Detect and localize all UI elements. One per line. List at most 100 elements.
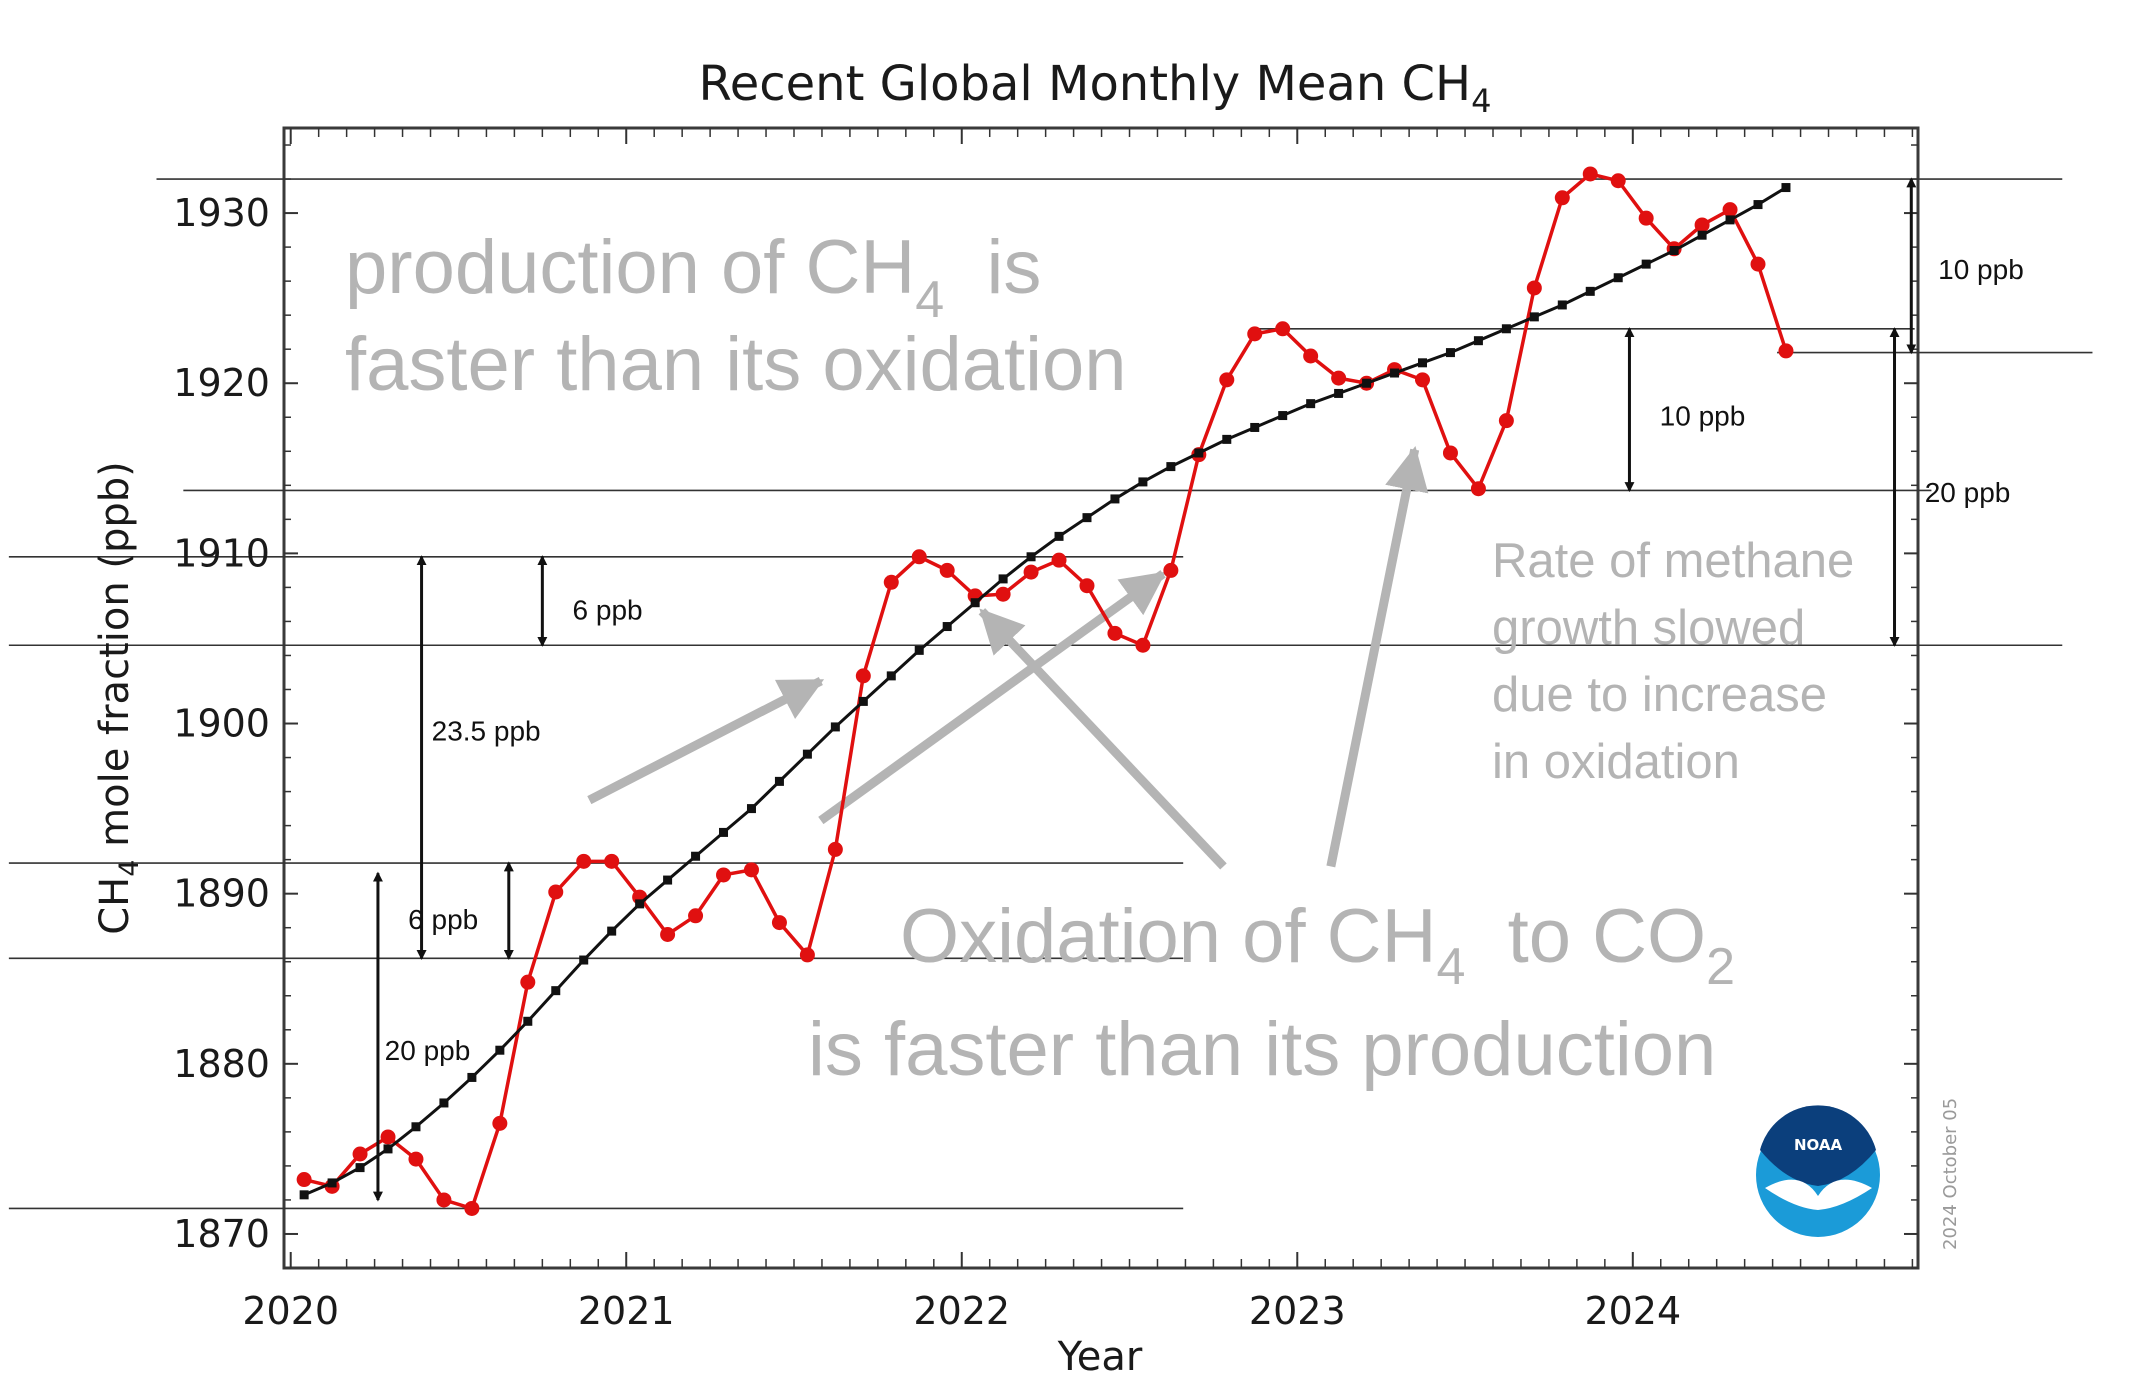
interval-label: 6 ppb [573, 595, 643, 626]
x-tick-label: 2024 [1584, 1289, 1681, 1333]
monthly-mean-point [1610, 173, 1626, 189]
monthly-mean-point [771, 915, 787, 931]
chart-title: Recent Global Monthly Mean CH4 [699, 56, 1492, 120]
trend-point [1585, 286, 1595, 296]
trend-point [327, 1178, 337, 1188]
monthly-mean-point [492, 1115, 508, 1131]
monthly-mean-point [883, 574, 899, 590]
interval-label: 10 ppb [1938, 254, 2024, 285]
x-tick-label: 2020 [242, 1289, 339, 1333]
annotation-rate-line4: in oxidation [1492, 735, 1740, 789]
annotation-rate-line1: Rate of methane [1492, 534, 1854, 588]
trend-point [1501, 324, 1511, 334]
monthly-mean-point [1582, 166, 1598, 182]
monthly-mean-point [352, 1146, 368, 1162]
trend-point [383, 1144, 393, 1154]
trend-point [746, 804, 756, 814]
monthly-mean-point [995, 586, 1011, 602]
monthly-mean-point [939, 562, 955, 578]
trend-point [1613, 273, 1623, 283]
trend-point [1529, 312, 1539, 322]
monthly-mean-point [1498, 413, 1514, 429]
y-tick-label: 1880 [173, 1042, 270, 1086]
monthly-mean-point [1778, 343, 1794, 359]
monthly-mean-point [1750, 256, 1766, 272]
trend-point [998, 574, 1008, 584]
monthly-mean-point [464, 1200, 480, 1216]
interval-arrows: 20 ppb 23.5 ppb 6 ppb 6 ppb 10 ppb 10 ppb 20 p… [372, 177, 2024, 1202]
monthly-mean-point [436, 1192, 452, 1208]
trend-point [1026, 552, 1036, 562]
trend-point [1054, 531, 1064, 541]
monthly-mean-point [1303, 348, 1319, 364]
monthly-mean-point [408, 1151, 424, 1167]
trend-point [1697, 230, 1707, 240]
monthly-mean-point [1107, 625, 1123, 641]
monthly-mean-point [576, 853, 592, 869]
monthly-mean-point [1470, 481, 1486, 497]
pointer-arrow [1326, 445, 1429, 868]
logo-text: NOAA [1794, 1136, 1843, 1154]
monthly-mean-point [1051, 552, 1067, 568]
pointer-arrow [978, 608, 1227, 870]
trend-point [691, 851, 701, 861]
monthly-mean-point [743, 862, 759, 878]
monthly-mean-point [1414, 372, 1430, 388]
y-axis-label: CH4 mole fraction (ppb) [92, 461, 145, 935]
data-series [296, 166, 1794, 1216]
interval-label: 20 ppb [385, 1035, 471, 1066]
trend-point [663, 875, 673, 885]
monthly-mean-point [827, 841, 843, 857]
trend-point [1390, 368, 1400, 378]
monthly-mean-point [660, 927, 676, 943]
annotation-rate-line3: due to increase [1492, 668, 1827, 722]
monthly-mean-point [688, 908, 704, 924]
monthly-mean-point [1275, 321, 1291, 337]
trend-point [1781, 183, 1791, 193]
monthly-mean-point [1219, 372, 1235, 388]
trend-point [1222, 434, 1232, 444]
interval-label: 23.5 ppb [432, 715, 541, 746]
x-tick-label: 2023 [1249, 1289, 1346, 1333]
trend-point [467, 1072, 477, 1082]
pointer-arrow [587, 676, 825, 805]
y-tick-label: 1870 [173, 1212, 270, 1256]
trend-point [1557, 300, 1567, 310]
annotation-rate: Rate of methane growth slowed due to inc… [1492, 534, 1854, 789]
pointer-arrows [587, 445, 1429, 870]
pointer-arrow [818, 570, 1167, 825]
monthly-mean-point [1526, 280, 1542, 296]
y-tick-label: 1910 [173, 531, 270, 575]
trend-point [1306, 399, 1316, 409]
trend-point [411, 1122, 421, 1132]
trend-point [1473, 336, 1483, 346]
y-tick-label: 1900 [173, 702, 270, 746]
monthly-mean-series [296, 166, 1794, 1216]
monthly-mean-point [1442, 445, 1458, 461]
trend-point [355, 1163, 365, 1173]
trend-point [1082, 513, 1092, 523]
x-axis-label: Year [1057, 1334, 1143, 1380]
trend-point [1194, 448, 1204, 458]
trend-point [1445, 348, 1455, 358]
trend-point [523, 1016, 533, 1026]
monthly-mean-point [1331, 370, 1347, 386]
annotation-rate-line2: growth slowed [1492, 601, 1805, 655]
monthly-mean-point [296, 1172, 312, 1188]
trend-point [1753, 200, 1763, 210]
monthly-mean-point [1638, 210, 1654, 226]
trend-point [942, 622, 952, 632]
trend-point [970, 598, 980, 608]
monthly-mean-point [716, 867, 732, 883]
interval-label: 20 ppb [1925, 477, 2011, 508]
trend-point [1250, 422, 1260, 432]
monthly-mean-point [1554, 190, 1570, 206]
axis-ticks [284, 128, 1918, 1269]
monthly-mean-point [1163, 562, 1179, 578]
trend-point [1362, 378, 1372, 388]
monthly-mean-point [1023, 564, 1039, 580]
annotation-production-line1: production of CH4 is [345, 225, 1041, 329]
trend-point [1166, 462, 1176, 472]
interval-label: 10 ppb [1660, 401, 1746, 432]
